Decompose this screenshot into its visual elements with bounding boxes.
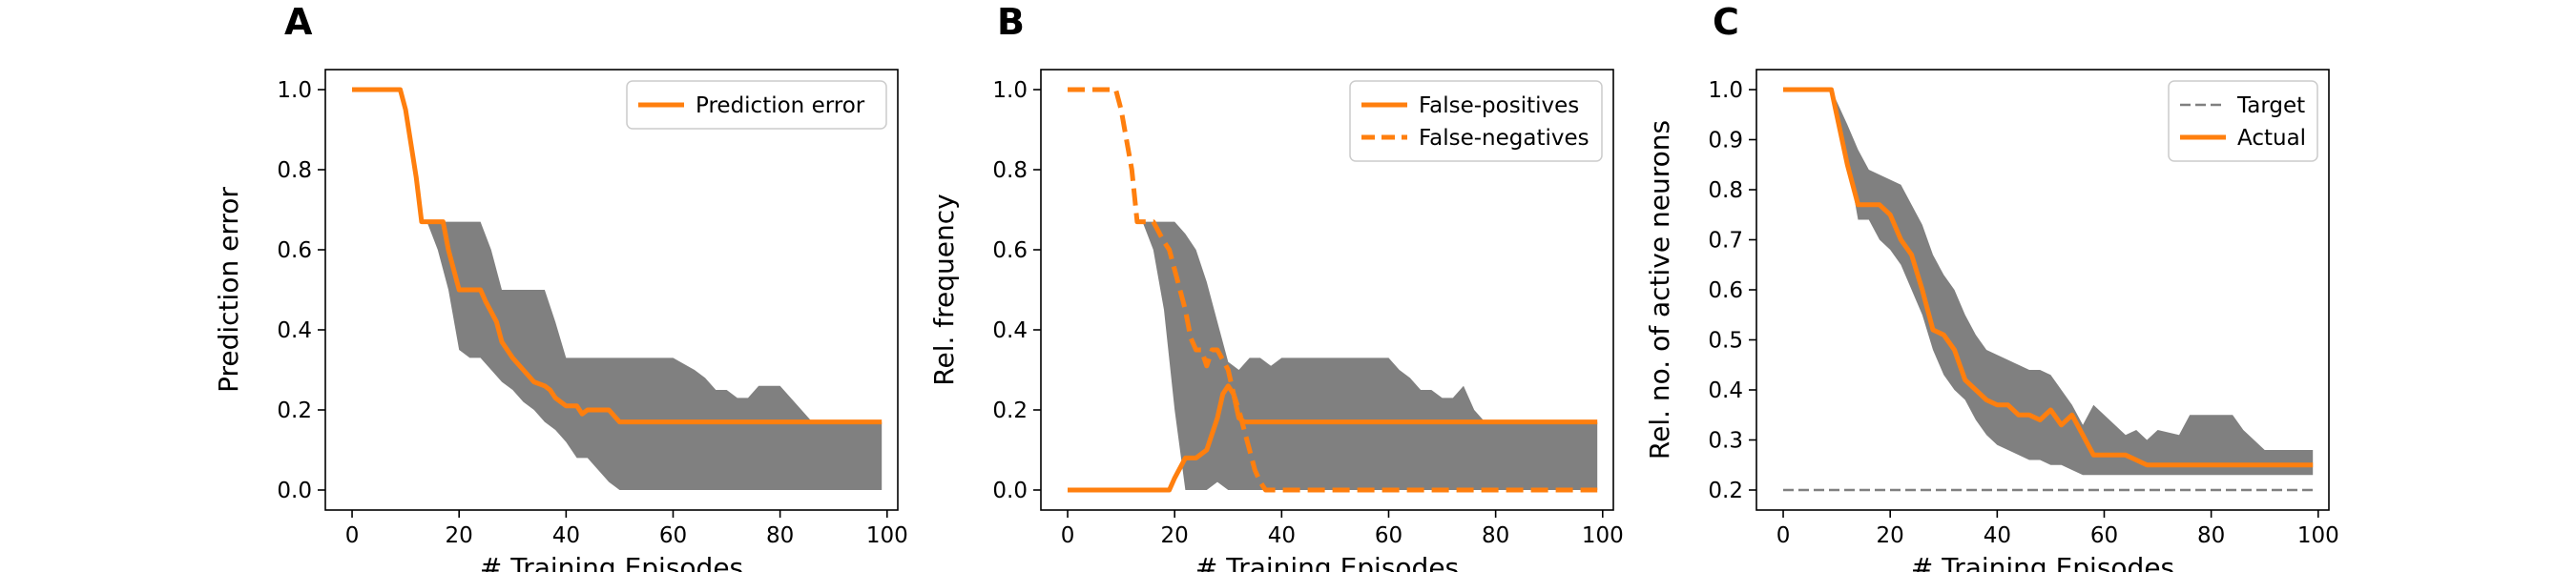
y-tick-label: 0.0: [277, 479, 312, 503]
y-axis-label: Rel. frequency: [928, 194, 960, 385]
series-line: [1783, 87, 2314, 468]
x-tick-label: 100: [1582, 523, 1624, 548]
y-tick-label: 0.8: [1708, 178, 1743, 203]
y-tick-label: 0.4: [992, 318, 1028, 343]
x-tick-label: 100: [866, 523, 908, 548]
series-layer: [1783, 87, 2314, 492]
x-tick-label: 40: [552, 523, 580, 548]
x-tick-label: 80: [766, 523, 794, 548]
x-tick-label: 80: [2197, 523, 2225, 548]
band-layer: [1068, 90, 1598, 490]
x-tick-label: 80: [1482, 523, 1509, 548]
spread-band: [352, 90, 883, 490]
y-tick-label: 0.7: [1708, 229, 1743, 254]
y-tick-label: 0.2: [277, 398, 312, 423]
x-tick-label: 100: [2297, 523, 2339, 548]
y-tick-label: 0.3: [1708, 429, 1743, 454]
x-tick-label: 40: [1268, 523, 1296, 548]
series-line: [352, 87, 883, 425]
x-tick-label: 60: [659, 523, 687, 548]
plot-frame: [324, 69, 899, 511]
panel-letter-a: A: [284, 1, 313, 43]
y-tick-label: 0.5: [1708, 329, 1743, 354]
legend: False-positives False-negatives: [1349, 80, 1603, 162]
y-tick-label: 0.8: [277, 158, 312, 183]
plot-frame: [1040, 69, 1614, 511]
series-layer: [352, 87, 883, 425]
y-tick-label: 1.0: [277, 78, 312, 103]
series-line: [1068, 383, 1598, 493]
x-tick-label: 0: [1061, 523, 1075, 548]
x-tick-label: 60: [1375, 523, 1402, 548]
x-tick-label: 20: [446, 523, 473, 548]
axes-layer: 0 20 40 60 80 100 0.2 0.3 0.4 0.5 0.6 0.7 0.8 0.9 1.0: [1708, 69, 2339, 548]
legend-entry: False-negatives: [1419, 126, 1589, 151]
y-tick-label: 0.2: [1708, 479, 1743, 503]
x-tick-label: 20: [1877, 523, 1904, 548]
y-tick-label: 1.0: [992, 78, 1028, 103]
y-tick-label: 0.6: [992, 238, 1028, 263]
y-tick-label: 0.9: [1708, 129, 1743, 153]
series-layer: [1068, 87, 1598, 493]
x-tick-label: 20: [1161, 523, 1189, 548]
legend-entry: Target: [2236, 93, 2305, 118]
y-tick-label: 0.8: [992, 158, 1028, 183]
y-tick-label: 0.6: [277, 238, 312, 263]
x-axis-label: # Training Episodes: [1911, 552, 2174, 572]
panel-a: A 0 20 40 60 80 100 0.0 0.2 0.4 0.6 0.8 1.0 # Train…: [213, 1, 908, 572]
y-tick-label: 0.6: [1708, 278, 1743, 303]
band-layer: [352, 90, 883, 490]
y-tick-label: 0.2: [992, 398, 1028, 423]
panel-letter-b: B: [997, 1, 1025, 43]
x-tick-label: 40: [1984, 523, 2011, 548]
x-tick-label: 0: [345, 523, 360, 548]
y-axis-label: Prediction error: [213, 187, 244, 393]
legend-box: [1349, 80, 1603, 162]
legend-box: [626, 80, 887, 130]
axes-layer: 0 20 40 60 80 100 0.0 0.2 0.4 0.6 0.8 1.0: [992, 69, 1624, 548]
panel-b: B 0 20 40 60 80 100 0.0 0.2 0.4 0.6 0.8 1.0 # Train…: [928, 1, 1624, 572]
y-tick-label: 0.4: [277, 318, 312, 343]
panel-c: C 0 20 40 60 80 100 0.2 0.3 0.4 0.5 0.6 0.7 0.8 0.9 1.…: [1644, 1, 2339, 572]
spread-band: [1068, 90, 1598, 490]
x-tick-label: 0: [1776, 523, 1791, 548]
legend-entry: Prediction error: [696, 93, 865, 118]
legend-box: [2168, 80, 2318, 162]
x-axis-label: # Training Episodes: [480, 552, 743, 572]
y-tick-label: 0.0: [992, 479, 1028, 503]
legend: Prediction error: [626, 80, 887, 130]
legend-entry: Actual: [2237, 126, 2306, 151]
series-line: [1068, 87, 1598, 493]
spread-band: [1783, 90, 2314, 476]
x-axis-label: # Training Episodes: [1195, 552, 1459, 572]
y-tick-label: 0.4: [1708, 378, 1743, 403]
band-layer: [1783, 90, 2314, 476]
axes-layer: 0 20 40 60 80 100 0.0 0.2 0.4 0.6 0.8 1.0: [277, 69, 908, 548]
panel-letter-c: C: [1713, 1, 1739, 43]
y-tick-label: 1.0: [1708, 78, 1743, 103]
x-tick-label: 60: [2090, 523, 2118, 548]
y-axis-label: Rel. no. of active neurons: [1644, 120, 1675, 460]
legend-entry: False-positives: [1419, 93, 1579, 118]
legend: Target Actual: [2168, 80, 2318, 162]
